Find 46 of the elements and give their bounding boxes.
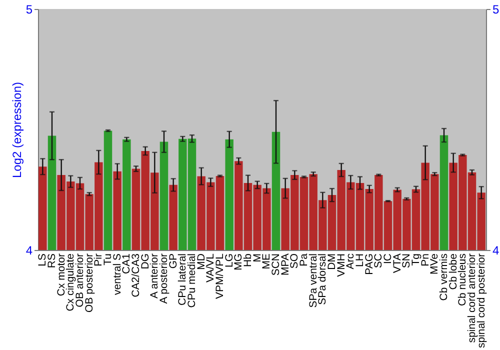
x-tick-label: OB posterior [83, 253, 96, 312]
x-tick-label: LS [36, 254, 49, 266]
x-tick-label: PAG [363, 254, 376, 275]
x-tick-label: Arc [344, 254, 357, 270]
x-tick-label: GP [167, 254, 180, 269]
x-tick-label: spinal cord anterior [466, 252, 478, 343]
x-tick-label: SCN [270, 254, 282, 276]
x-tick-label: DG [139, 254, 152, 270]
y-axis-title: Log2 (expression) [10, 82, 24, 178]
x-tick-label: CPu medial [186, 254, 198, 308]
x-tick-label: ventral S [111, 254, 124, 295]
x-tick-label: Hb [242, 253, 254, 267]
x-tick-label: A anterior [148, 253, 161, 298]
x-tick-label: RS [46, 254, 58, 268]
x-tick-label: LH [354, 254, 366, 267]
x-tick-label: LG [223, 254, 236, 268]
x-tick-label: ME [260, 254, 273, 270]
x-tick-label: MD [195, 253, 208, 270]
x-tick-label: VPM/VPL [214, 253, 226, 300]
x-tick-label: VMH [335, 254, 348, 277]
x-tick-label: MPA [279, 254, 292, 276]
x-tick-label: VTA [391, 254, 404, 274]
x-tick-label: SC [372, 253, 385, 268]
x-tick-label: spinal cord posterior [475, 252, 488, 348]
x-tick-label: Pa [298, 253, 310, 266]
x-tick-label: SN [400, 254, 413, 268]
x-tick-label: CA2/CA3 [130, 253, 142, 298]
x-tick-label: Cb lobe [447, 253, 460, 290]
x-tick-label: A posterior [158, 253, 170, 304]
x-tick-label: DM [326, 254, 338, 270]
x-tick-label: Cx cingulate [64, 253, 77, 312]
x-tick-label: CA1 [120, 253, 133, 274]
x-tick-label: Pir [92, 253, 105, 266]
x-tick-label: IC [382, 253, 394, 264]
x-tick-label: Cb vermis [438, 254, 450, 301]
x-tick-label: Cb nucleus [456, 254, 469, 306]
x-tick-label: MVe [428, 253, 441, 275]
x-tick-label: M [251, 254, 264, 262]
x-tick-label: SPa dorsal [316, 254, 329, 305]
x-tick-label: OB anterior [74, 253, 86, 308]
y2-tick-label: 5 [492, 2, 500, 16]
x-tick-label: VA/VL [204, 253, 217, 282]
x-tick-label: SO [288, 254, 301, 269]
y2-tick-label: 4 [492, 244, 500, 258]
x-tick-label: Tg [410, 253, 422, 266]
x-tick-label: Tu [102, 253, 114, 266]
